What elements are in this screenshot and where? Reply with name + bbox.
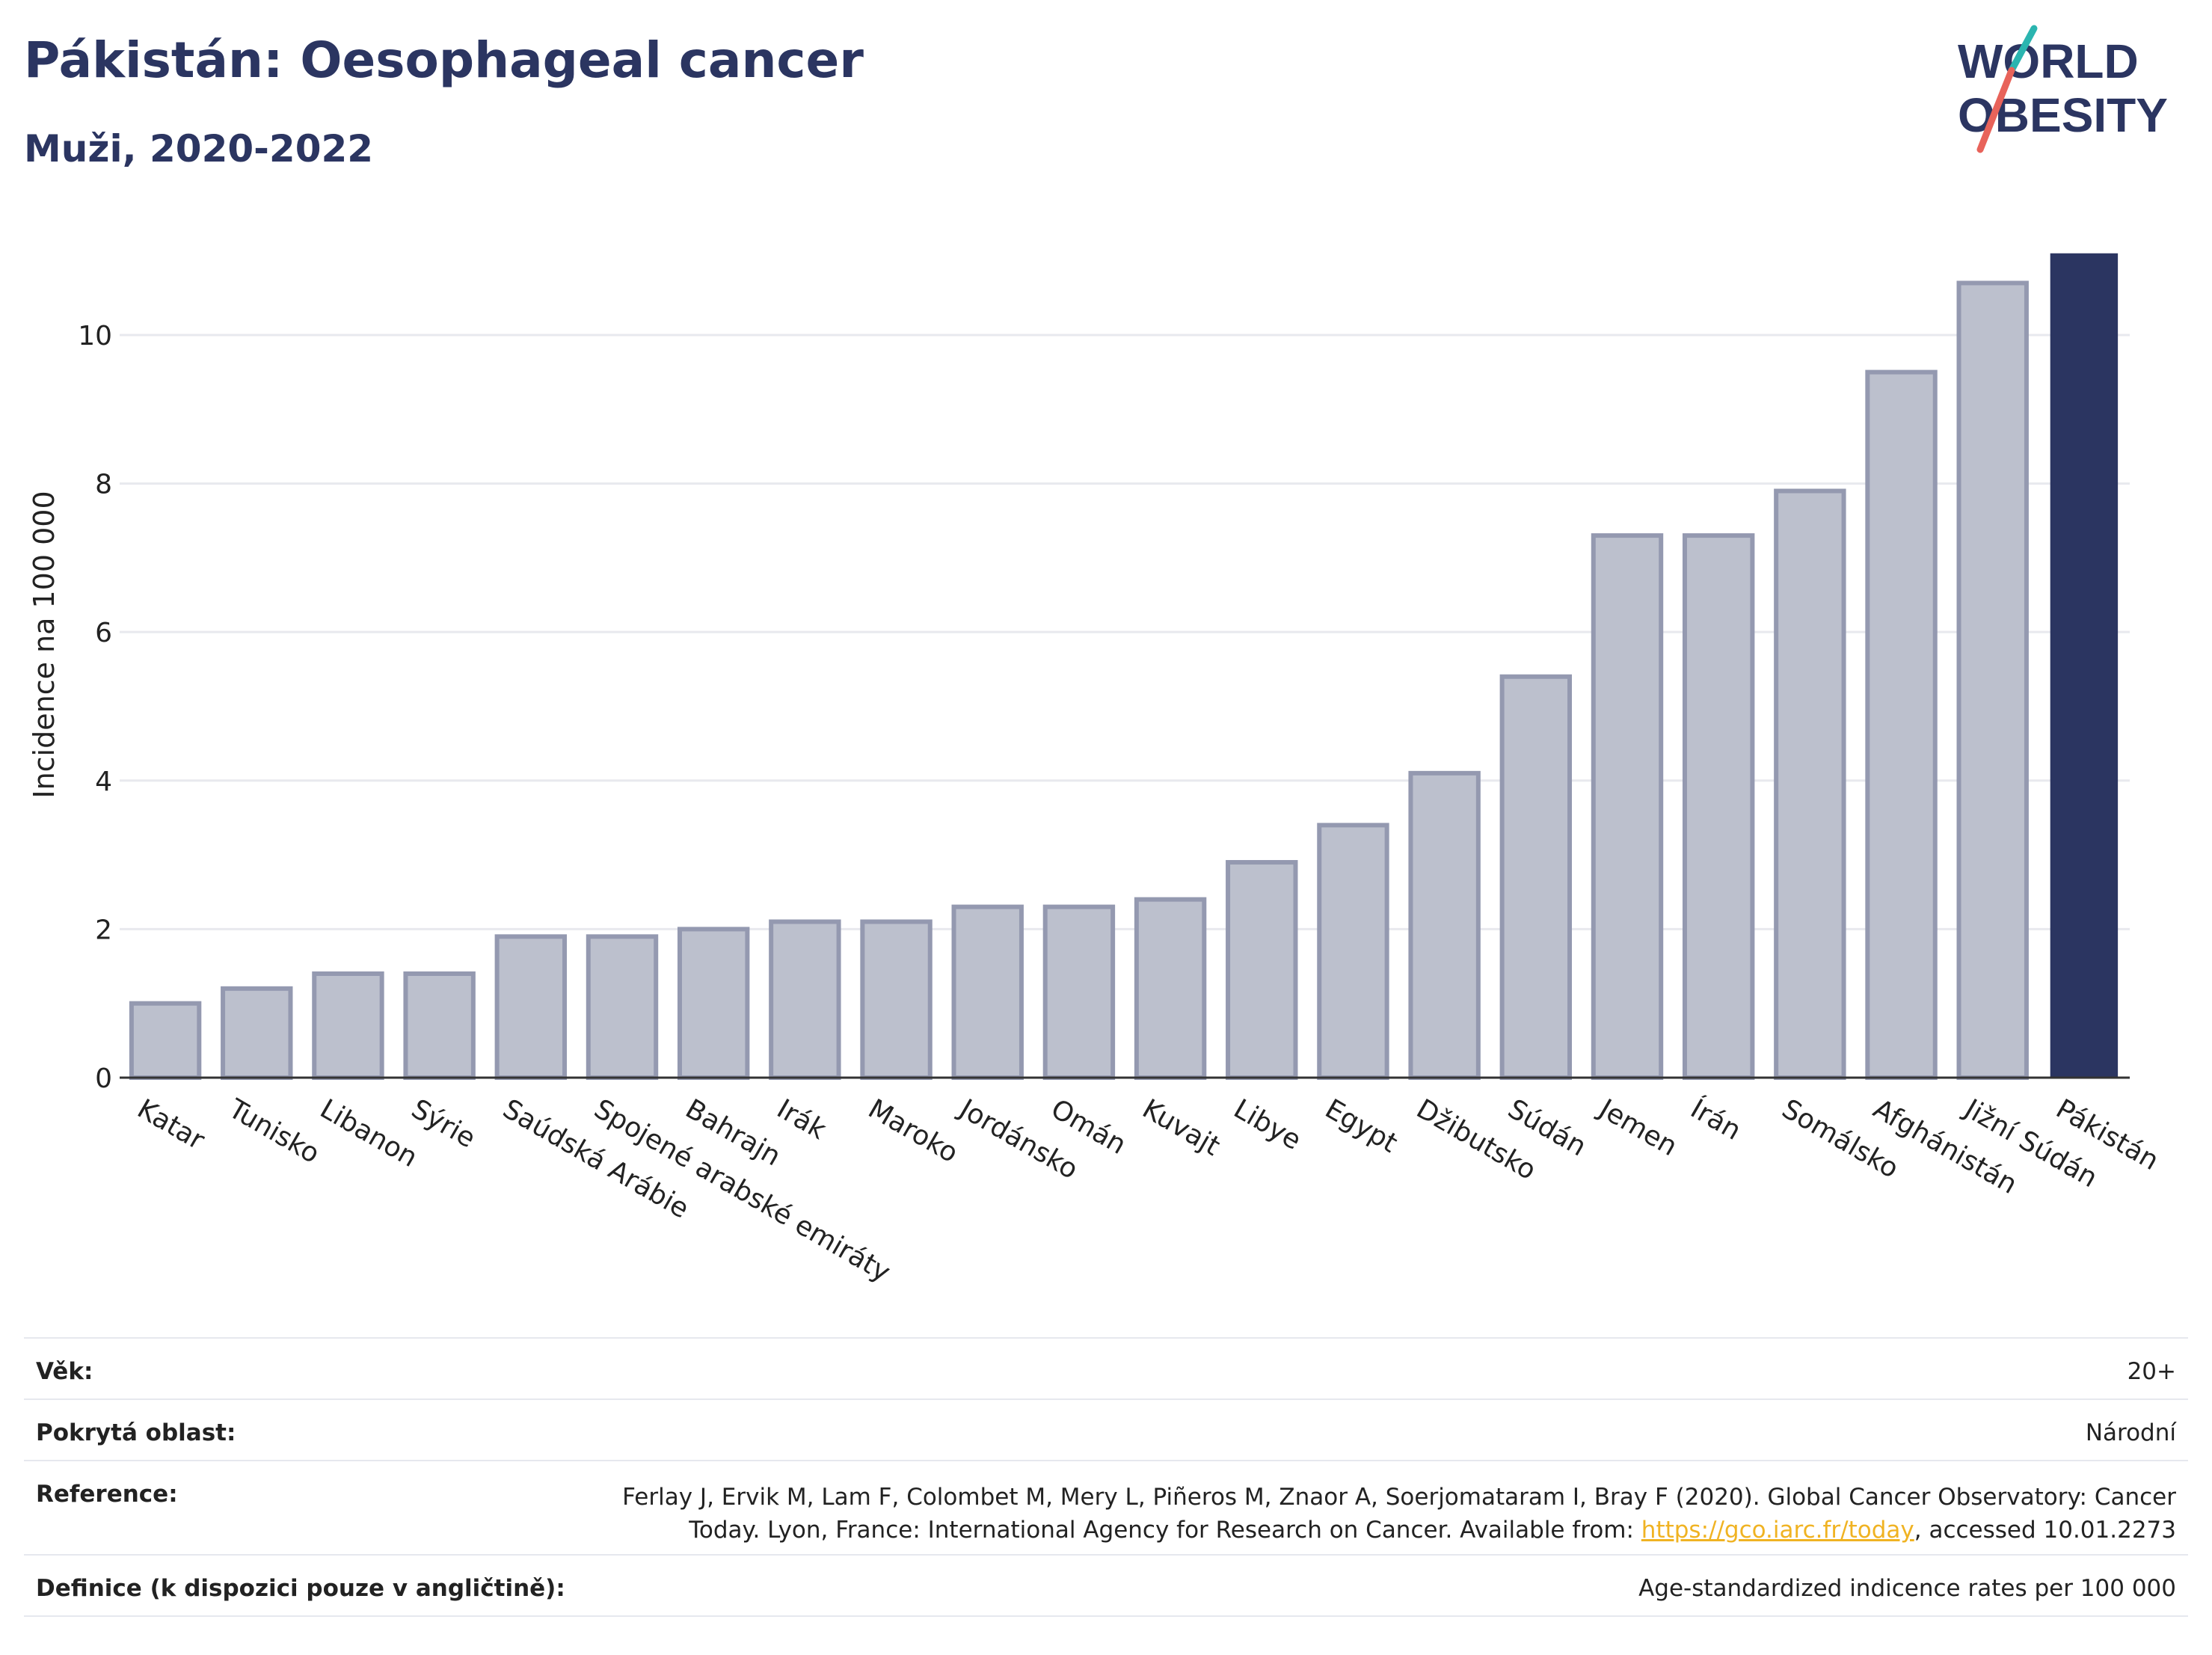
x-tick-label: Egypt [1320, 1093, 1402, 1158]
info-row-age: Věk: 20+ [24, 1358, 2188, 1388]
bar [1865, 369, 1938, 1080]
y-tick-labels: 0 2 4 6 8 10 [78, 321, 112, 1094]
coverage-label: Pokrytá oblast: [36, 1419, 236, 1446]
x-tick-label: Libye [1229, 1093, 1306, 1156]
info-row-reference: Reference: Ferlay J, Ervik M, Lam F, Col… [24, 1481, 2188, 1548]
bar [1226, 860, 1298, 1080]
definition-label: Definice (k dispozici pouze v angličtině… [36, 1575, 565, 1602]
reference-line-1: Ferlay J, Ervik M, Lam F, Colombet M, Me… [622, 1484, 2176, 1511]
info-divider [24, 1337, 2188, 1339]
bar [129, 1001, 202, 1081]
info-divider [24, 1615, 2188, 1617]
bar [1499, 674, 1573, 1080]
bar [2050, 253, 2119, 1078]
age-value: 20+ [2127, 1358, 2176, 1385]
x-tick-label: Kuvajt [1137, 1093, 1226, 1162]
chart-title: Pákistán: Oesophageal cancer [24, 31, 864, 89]
logo-text-world: WORLD [1958, 34, 2139, 88]
y-tick-label: 0 [95, 1063, 112, 1094]
definition-value: Age-standardized indicence rates per 100… [1638, 1575, 2176, 1602]
bar [312, 971, 384, 1080]
reference-line-2: Today. Lyon, France: International Agenc… [622, 1514, 2176, 1547]
info-divider [24, 1398, 2188, 1400]
info-divider [24, 1554, 2188, 1556]
x-tick-label: Katar [132, 1093, 210, 1156]
x-tick-label: Írán [1686, 1093, 1747, 1146]
bar [1408, 770, 1481, 1080]
bar [221, 986, 293, 1081]
reference-line-2-post: , accessed 10.01.2273 [1914, 1517, 2176, 1544]
bar [677, 927, 750, 1081]
bar [769, 919, 841, 1080]
age-label: Věk: [36, 1358, 93, 1385]
bar [1042, 904, 1116, 1080]
chart-subtitle: Muži, 2020-2022 [24, 127, 374, 171]
x-tick-label: Maroko [863, 1093, 963, 1169]
bar [1956, 280, 2029, 1080]
reference-label: Reference: [36, 1481, 178, 1508]
coverage-value: Národní [2085, 1419, 2176, 1446]
world-obesity-logo: WORLD OBESITY [1958, 25, 2168, 153]
bar [1591, 533, 1664, 1080]
logo-slash-teal [2008, 25, 2038, 74]
bar [1682, 533, 1755, 1080]
bar [494, 934, 568, 1081]
y-axis-label: Incidence na 100 000 [28, 491, 61, 798]
bar [1774, 488, 1846, 1080]
bar [1317, 823, 1389, 1081]
y-tick-label: 10 [78, 321, 112, 351]
info-row-definition: Definice (k dispozici pouze v angličtině… [24, 1575, 2188, 1605]
x-tick-label: Irák [772, 1093, 832, 1146]
info-row-coverage: Pokrytá oblast: Národní [24, 1419, 2188, 1449]
reference-link[interactable]: https://gco.iarc.fr/today [1641, 1517, 1914, 1544]
reference-value: Ferlay J, Ervik M, Lam F, Colombet M, Me… [622, 1481, 2176, 1547]
bar [951, 904, 1024, 1080]
y-tick-label: 8 [95, 470, 112, 500]
y-tick-label: 2 [95, 915, 112, 945]
x-tick-label: Tunisko [223, 1093, 325, 1170]
bar [586, 934, 659, 1081]
bar [860, 919, 933, 1080]
y-tick-label: 6 [95, 618, 112, 648]
x-tick-label: Jemen [1593, 1093, 1683, 1162]
bars [129, 253, 2119, 1081]
info-divider [24, 1460, 2188, 1461]
bar [1134, 897, 1207, 1080]
bar [403, 971, 476, 1080]
y-tick-label: 4 [95, 767, 112, 797]
reference-line-2-pre: Today. Lyon, France: International Agenc… [689, 1517, 1641, 1544]
logo-slash-red [1976, 67, 2015, 153]
x-tick-label: Libanon [315, 1093, 423, 1173]
